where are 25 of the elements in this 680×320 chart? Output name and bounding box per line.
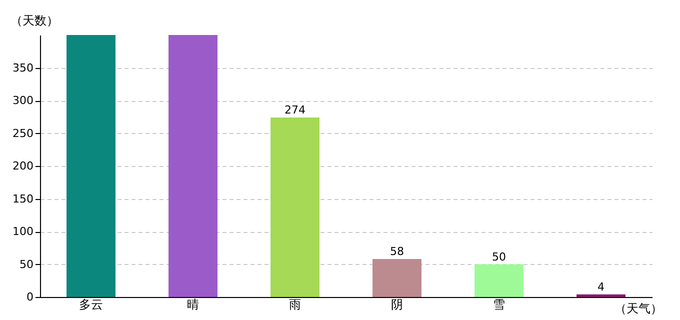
bar — [66, 35, 116, 297]
x-tick-label: 雪 — [493, 298, 505, 312]
x-tick-label: 晴 — [187, 298, 199, 312]
y-tick-label: 0 — [26, 290, 34, 304]
x-tick-label: 阴 — [391, 298, 403, 312]
x-tick-label: 多云 — [79, 298, 103, 312]
y-tick-label: 250 — [12, 126, 34, 140]
y-tick-label: 50 — [20, 258, 34, 271]
data-label: 274 — [284, 104, 306, 117]
bar — [372, 259, 422, 297]
data-label: 58 — [390, 245, 404, 258]
y-tick-label: 150 — [12, 192, 34, 206]
y-tick-label: 100 — [12, 225, 34, 238]
bar — [168, 35, 218, 297]
bar — [576, 294, 626, 297]
y-axis-title: （天数） — [10, 14, 58, 28]
x-tick-label: 雨 — [289, 298, 301, 312]
data-label: 4 — [598, 280, 604, 294]
x-axis-title: （天气） — [614, 302, 662, 316]
y-tick-label: 300 — [12, 94, 34, 107]
y-tick-label: 350 — [12, 61, 34, 74]
y-tick-label: 200 — [12, 160, 34, 172]
bar — [474, 264, 524, 297]
bar — [270, 118, 320, 297]
data-label: 50 — [492, 250, 506, 264]
